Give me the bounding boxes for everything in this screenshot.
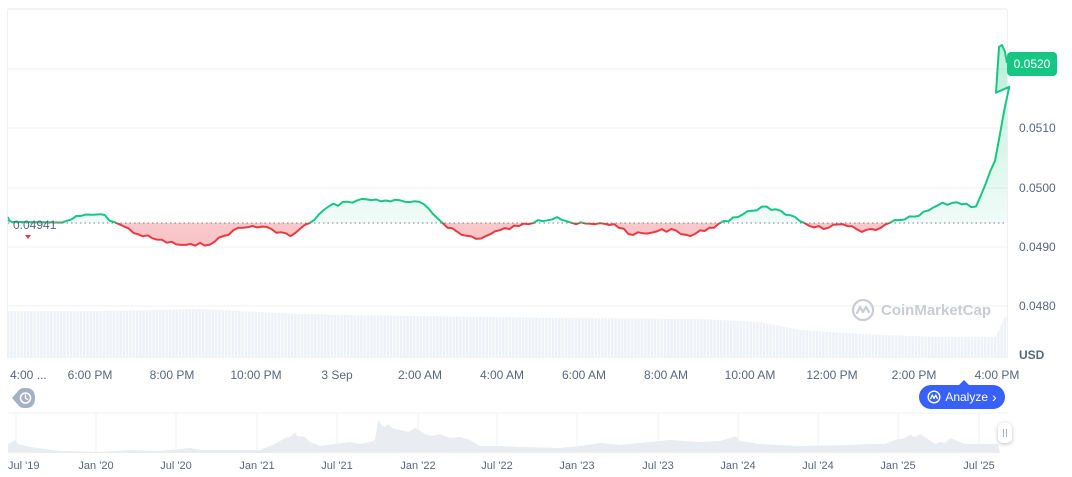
x-tick-6: 4:00 AM [479,368,525,382]
analyze-ai-icon [927,390,941,404]
navigator-area [8,420,1000,453]
analyze-label: Analyze [945,390,989,404]
history-button[interactable] [10,387,36,409]
x-tick-5: 2:00 AM [397,368,443,382]
volume-bar-separators [9,310,1008,358]
x-tick-11: 2:00 PM [891,368,937,382]
nav-tick-11: Jan '25 [880,460,916,472]
watermark-text: CoinMarketCap [881,301,992,319]
coinmarketcap-watermark: CoinMarketCap [851,298,991,322]
coinmarketcap-logo-icon [851,298,875,322]
x-tick-1: 6:00 PM [67,368,113,382]
x-tick-2: 8:00 PM [149,368,195,382]
nav-tick-10: Jul '24 [802,460,834,472]
y-tick-0500: 0.0500 [1019,181,1056,195]
baseline-marker-icon [25,235,31,239]
baseline-start-tick-icon [7,216,11,222]
x-tick-10: 12:00 PM [806,368,858,382]
x-tick-12: 4:00 PM [974,368,1020,382]
price-line-down [12,223,892,247]
current-price-badge: 0.0520 [1007,52,1057,76]
x-tick-8: 8:00 AM [643,368,689,382]
y-tick-0480: 0.0480 [1019,299,1056,313]
x-tick-3: 10:00 PM [230,368,282,382]
history-clock-icon [12,388,35,408]
y-tick-0490: 0.0490 [1019,240,1056,254]
x-tick-4: 3 Sep [321,368,353,382]
nav-tick-0: Jul '19 [8,460,40,472]
x-tick-0: 4:00 ... [10,368,47,382]
navigator[interactable] [8,412,1007,453]
currency-label: USD [1019,348,1045,362]
navigator-range-handle[interactable] [998,423,1012,443]
x-tick-9: 10:00 AM [724,368,776,382]
price-line-up [7,44,1011,223]
nav-tick-9: Jan '24 [720,460,756,472]
x-tick-7: 6:00 AM [561,368,607,382]
y-tick-0510: 0.0510 [1019,121,1056,135]
area-above-baseline [8,45,1010,223]
nav-tick-7: Jan '23 [559,460,595,472]
nav-tick-4: Jul '21 [321,460,353,472]
nav-tick-6: Jul '22 [481,460,513,472]
baseline-value-label: 0.04941 [13,218,57,232]
nav-tick-3: Jan '21 [239,460,275,472]
analyze-button[interactable]: Analyze › [919,380,1005,409]
nav-tick-8: Jul '23 [642,460,674,472]
nav-tick-5: Jan '22 [400,460,436,472]
area-below-baseline [8,223,1007,246]
chevron-right-icon: › [992,389,997,405]
nav-tick-1: Jan '20 [78,460,114,472]
nav-tick-12: Jul '25 [963,460,995,472]
nav-tick-2: Jul '20 [160,460,192,472]
